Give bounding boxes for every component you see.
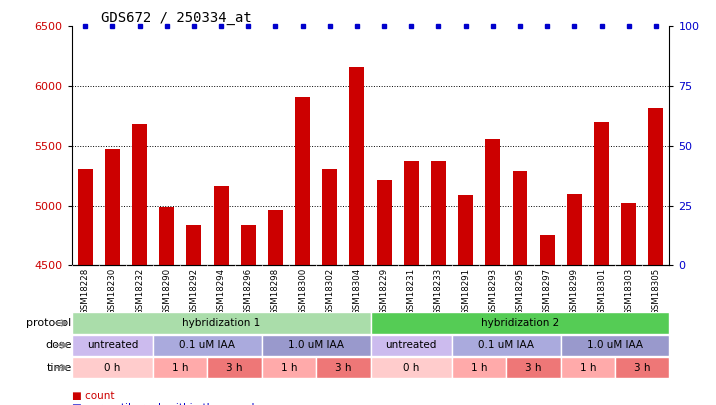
Bar xyxy=(349,67,364,265)
Text: 3 h: 3 h xyxy=(526,362,542,373)
Text: GSM18228: GSM18228 xyxy=(81,268,90,315)
Bar xyxy=(567,194,582,265)
Text: 1 h: 1 h xyxy=(281,362,297,373)
Bar xyxy=(540,235,555,265)
Text: GSM18229: GSM18229 xyxy=(379,268,389,315)
Text: 0.1 uM IAA: 0.1 uM IAA xyxy=(478,340,534,350)
Bar xyxy=(452,335,561,356)
Bar xyxy=(452,357,506,378)
Text: GSM18297: GSM18297 xyxy=(543,268,551,315)
Text: GSM18294: GSM18294 xyxy=(216,268,226,315)
Text: GSM18299: GSM18299 xyxy=(570,268,579,315)
Text: 3 h: 3 h xyxy=(226,362,243,373)
Bar xyxy=(316,357,371,378)
Bar xyxy=(262,357,316,378)
Text: GSM18232: GSM18232 xyxy=(135,268,144,315)
Bar xyxy=(153,335,262,356)
Bar xyxy=(431,161,446,265)
Bar xyxy=(594,122,609,265)
Bar xyxy=(561,357,615,378)
Bar xyxy=(404,161,419,265)
Text: GSM18231: GSM18231 xyxy=(407,268,416,315)
Text: 1.0 uM IAA: 1.0 uM IAA xyxy=(288,340,344,350)
Text: protocol: protocol xyxy=(26,318,72,328)
Text: 0 h: 0 h xyxy=(403,362,420,373)
Text: GSM18300: GSM18300 xyxy=(298,268,307,315)
Text: 1 h: 1 h xyxy=(172,362,188,373)
Text: GSM18233: GSM18233 xyxy=(434,268,443,315)
Bar xyxy=(371,357,452,378)
Text: untreated: untreated xyxy=(386,340,437,350)
Bar xyxy=(322,168,337,265)
Bar xyxy=(649,108,663,265)
Bar xyxy=(186,225,201,265)
Bar xyxy=(377,181,392,265)
Text: GSM18290: GSM18290 xyxy=(163,268,171,315)
Text: GSM18304: GSM18304 xyxy=(352,268,362,315)
Bar xyxy=(621,203,637,265)
Text: 1 h: 1 h xyxy=(471,362,488,373)
Text: GDS672 / 250334_at: GDS672 / 250334_at xyxy=(102,11,252,25)
Bar xyxy=(241,225,256,265)
Bar xyxy=(208,357,262,378)
Text: GSM18293: GSM18293 xyxy=(488,268,498,315)
Text: GSM18291: GSM18291 xyxy=(461,268,470,315)
Bar xyxy=(213,186,228,265)
Text: GSM18301: GSM18301 xyxy=(597,268,606,315)
Text: 0 h: 0 h xyxy=(104,362,120,373)
Bar xyxy=(72,357,153,378)
Bar xyxy=(615,357,669,378)
Text: hybridization 1: hybridization 1 xyxy=(182,318,260,328)
Text: 0.1 uM IAA: 0.1 uM IAA xyxy=(180,340,236,350)
Bar xyxy=(371,312,669,334)
Text: dose: dose xyxy=(45,340,72,350)
Text: GSM18295: GSM18295 xyxy=(516,268,525,315)
Text: untreated: untreated xyxy=(87,340,138,350)
Bar xyxy=(295,97,310,265)
Bar xyxy=(371,335,452,356)
Bar xyxy=(458,195,473,265)
Text: ■ count: ■ count xyxy=(72,391,114,401)
Bar xyxy=(485,139,500,265)
Bar xyxy=(132,124,147,265)
Text: 1.0 uM IAA: 1.0 uM IAA xyxy=(587,340,643,350)
Bar xyxy=(513,171,528,265)
Bar xyxy=(72,335,153,356)
Text: time: time xyxy=(47,362,72,373)
Text: GSM18305: GSM18305 xyxy=(652,268,660,315)
Text: GSM18296: GSM18296 xyxy=(243,268,253,315)
Bar xyxy=(262,335,371,356)
Bar xyxy=(159,207,174,265)
Text: ■ percentile rank within the sample: ■ percentile rank within the sample xyxy=(72,403,261,405)
Text: GSM18230: GSM18230 xyxy=(108,268,117,315)
Text: 3 h: 3 h xyxy=(335,362,352,373)
Bar xyxy=(268,210,283,265)
Text: GSM18298: GSM18298 xyxy=(271,268,280,315)
Text: GSM18302: GSM18302 xyxy=(325,268,334,315)
Bar xyxy=(561,335,669,356)
Bar xyxy=(105,149,120,265)
Text: GSM18292: GSM18292 xyxy=(190,268,198,315)
Text: hybridization 2: hybridization 2 xyxy=(481,318,559,328)
Text: GSM18303: GSM18303 xyxy=(624,268,633,315)
Text: 1 h: 1 h xyxy=(580,362,596,373)
Bar xyxy=(506,357,561,378)
Bar xyxy=(153,357,208,378)
Text: 3 h: 3 h xyxy=(634,362,651,373)
Bar xyxy=(78,168,92,265)
Bar xyxy=(72,312,371,334)
